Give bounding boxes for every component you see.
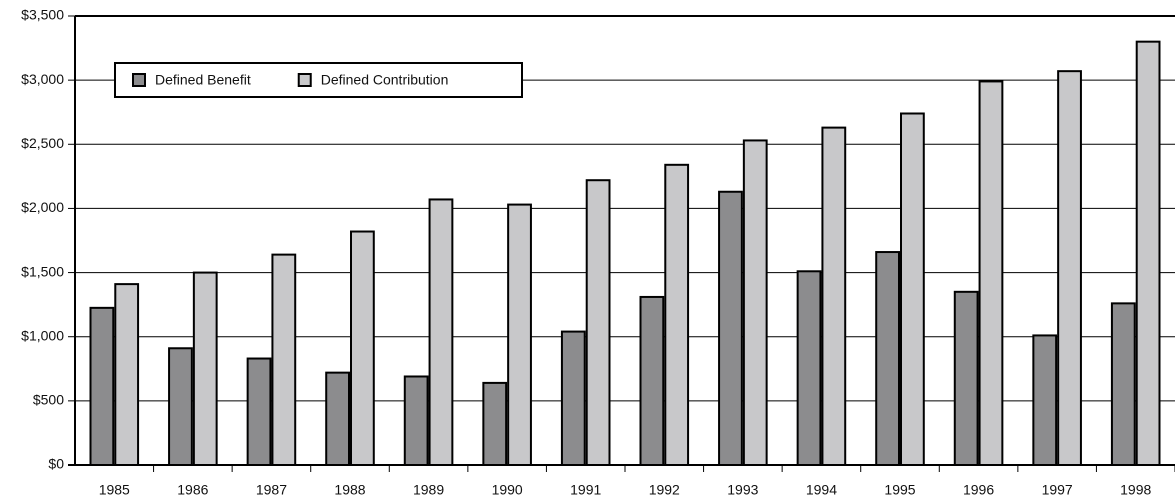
legend-box: [114, 62, 523, 98]
bar: [560, 330, 586, 466]
bar: [875, 251, 901, 466]
x-tick-label: 1989: [413, 482, 444, 498]
bar: [271, 253, 297, 466]
x-tick-label: 1986: [177, 482, 208, 498]
bar: [428, 198, 454, 466]
y-tick-label: $1,500: [21, 263, 64, 279]
bar: [89, 306, 115, 466]
bar: [246, 357, 272, 466]
y-tick-label: $3,500: [21, 7, 64, 23]
bar: [1110, 302, 1136, 466]
y-tick-label: $1,000: [21, 327, 64, 343]
bar: [900, 112, 925, 467]
bar: [639, 295, 665, 466]
x-tick-label: 1990: [492, 482, 523, 498]
y-tick-label: $500: [33, 392, 64, 408]
bar: [953, 290, 979, 467]
bar: [1032, 334, 1058, 466]
x-tick-label: 1998: [1120, 482, 1151, 498]
legend-label: Defined Benefit: [155, 72, 251, 88]
bar: [350, 230, 375, 466]
bar: [821, 126, 847, 466]
bar: [664, 163, 690, 466]
bar: [742, 139, 768, 467]
x-tick-label: 1997: [1042, 482, 1073, 498]
bar: [192, 271, 218, 467]
x-tick-label: 1992: [649, 482, 680, 498]
y-tick-label: $2,000: [21, 199, 64, 215]
bar: [1057, 70, 1082, 466]
bar: [507, 203, 532, 467]
bar: [718, 190, 743, 466]
x-tick-label: 1985: [99, 482, 130, 498]
legend-swatch: [297, 73, 312, 87]
x-tick-label: 1991: [570, 482, 601, 498]
x-tick-label: 1995: [884, 482, 915, 498]
bar: [585, 179, 611, 466]
bar: [978, 80, 1004, 466]
x-tick-label: 1994: [806, 482, 837, 498]
bar: [403, 375, 429, 466]
bar: [114, 283, 140, 467]
bar: [796, 270, 822, 466]
y-tick-label: $0: [48, 456, 64, 472]
legend-label: Defined Contribution: [321, 72, 449, 88]
x-tick-label: 1988: [334, 482, 365, 498]
bar: [482, 381, 508, 467]
bar: [168, 347, 193, 467]
bar: [1135, 40, 1161, 467]
x-tick-label: 1996: [963, 482, 994, 498]
bar: [325, 371, 351, 466]
x-tick-label: 1987: [256, 482, 287, 498]
y-tick-label: $3,000: [21, 71, 64, 87]
y-tick-label: $2,500: [21, 135, 64, 151]
legend-swatch: [132, 73, 146, 87]
x-tick-label: 1993: [727, 482, 758, 498]
